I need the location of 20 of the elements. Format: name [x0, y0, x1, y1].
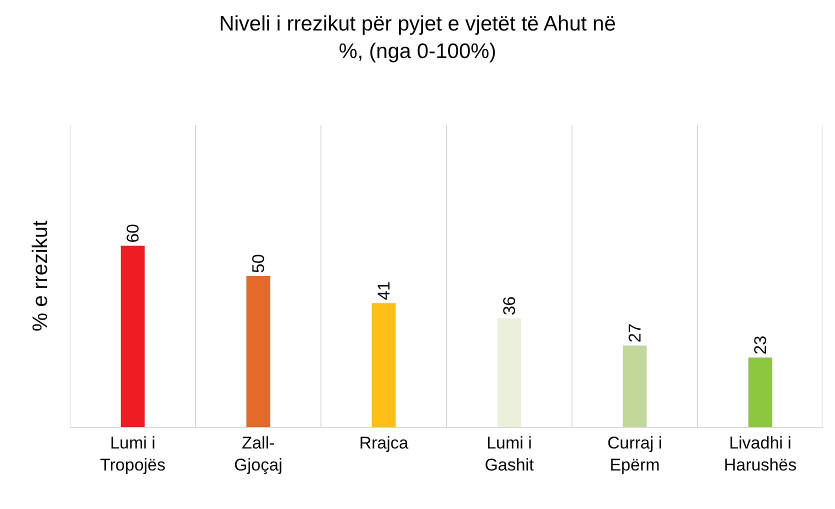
x-tick-label: Lumi i Gashit — [484, 433, 534, 474]
x-tick-label: Livadhi i Harushës — [724, 433, 797, 474]
x-tick-label: Curraj i Epërm — [607, 433, 662, 474]
chart-title: Niveli i rrezikut për pyjet e vjetët të Ahut në %, (nga 0-100%) — [219, 12, 616, 63]
data-label: 60 — [123, 224, 142, 243]
bar — [622, 345, 647, 427]
x-tick-label: Lumi i Tropojës — [100, 433, 166, 474]
y-axis-title: % e rrezikut — [29, 220, 52, 332]
data-label: 50 — [248, 254, 268, 273]
x-tick-label: Zall- Gjoçaj — [234, 433, 282, 474]
bar — [246, 276, 270, 427]
data-label: 27 — [625, 324, 644, 342]
data-label: 36 — [500, 296, 519, 316]
data-label: 41 — [374, 281, 394, 300]
data-label: 23 — [750, 336, 770, 355]
bar — [120, 246, 145, 427]
bar — [497, 318, 522, 427]
x-tick-label: Rrajca — [359, 433, 409, 452]
bar — [748, 358, 772, 427]
bar — [372, 303, 396, 427]
